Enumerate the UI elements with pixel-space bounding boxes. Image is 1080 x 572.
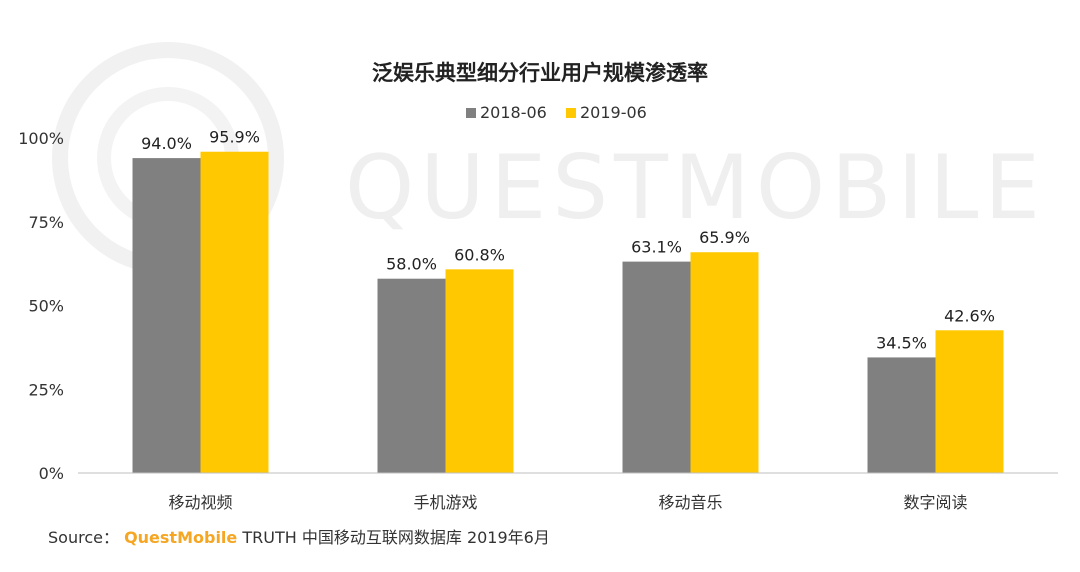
data-label: 65.9% [699,228,750,247]
bar-2018-06-1 [377,278,446,473]
x-tick-label: 手机游戏 [413,493,477,512]
x-axis: 移动视频 手机游戏 移动音乐 数字阅读 [78,472,1058,512]
legend-label-2018-06: 2018-06 [480,103,547,122]
legend: 2018-06 2019-06 [466,103,647,122]
x-tick-label: 移动视频 [168,493,232,512]
data-label: 34.5% [876,333,927,352]
y-tick-label: 25% [28,380,64,399]
legend-swatch-2018-06 [466,108,476,118]
data-label: 95.9% [209,128,260,147]
source-text: TRUTH 中国移动互联网数据库 2019年6月 [242,528,550,547]
data-label: 60.8% [454,245,505,264]
data-label: 63.1% [631,238,682,257]
x-tick-label: 移动音乐 [658,493,722,512]
bar-2018-06-0 [132,158,201,473]
bars: 94.0% 95.9% 58.0% 60.8% 63.1% 65.9% 34.5% 42.6% [132,128,1004,474]
source-note: Source： QuestMobile TRUTH 中国移动互联网数据库 201… [48,524,550,548]
y-tick-label: 100% [18,129,64,148]
x-tick-label: 数字阅读 [903,493,967,512]
y-tick-label: 0% [39,464,64,483]
data-label: 94.0% [141,134,192,153]
data-label: 58.0% [386,255,437,274]
y-tick-label: 75% [28,213,64,232]
chart-title: 泛娱乐典型细分行业用户规模渗透率 [372,61,708,85]
y-tick-label: 50% [28,297,64,316]
source-prefix: Source： [48,528,119,547]
legend-swatch-2019-06 [566,108,576,118]
bar-2019-06-3 [935,330,1004,473]
bar-2019-06-2 [690,252,759,473]
y-axis: 0% 25% 50% 75% 100% [18,129,64,483]
legend-label-2019-06: 2019-06 [580,103,647,122]
source-brand: QuestMobile [124,528,238,547]
bar-2018-06-3 [867,357,936,473]
watermark-text: QUESTMOBILE [345,136,1046,239]
data-label: 42.6% [944,306,995,325]
bar-2018-06-2 [622,261,691,473]
bar-2019-06-1 [445,269,514,473]
bar-2019-06-0 [200,151,269,474]
